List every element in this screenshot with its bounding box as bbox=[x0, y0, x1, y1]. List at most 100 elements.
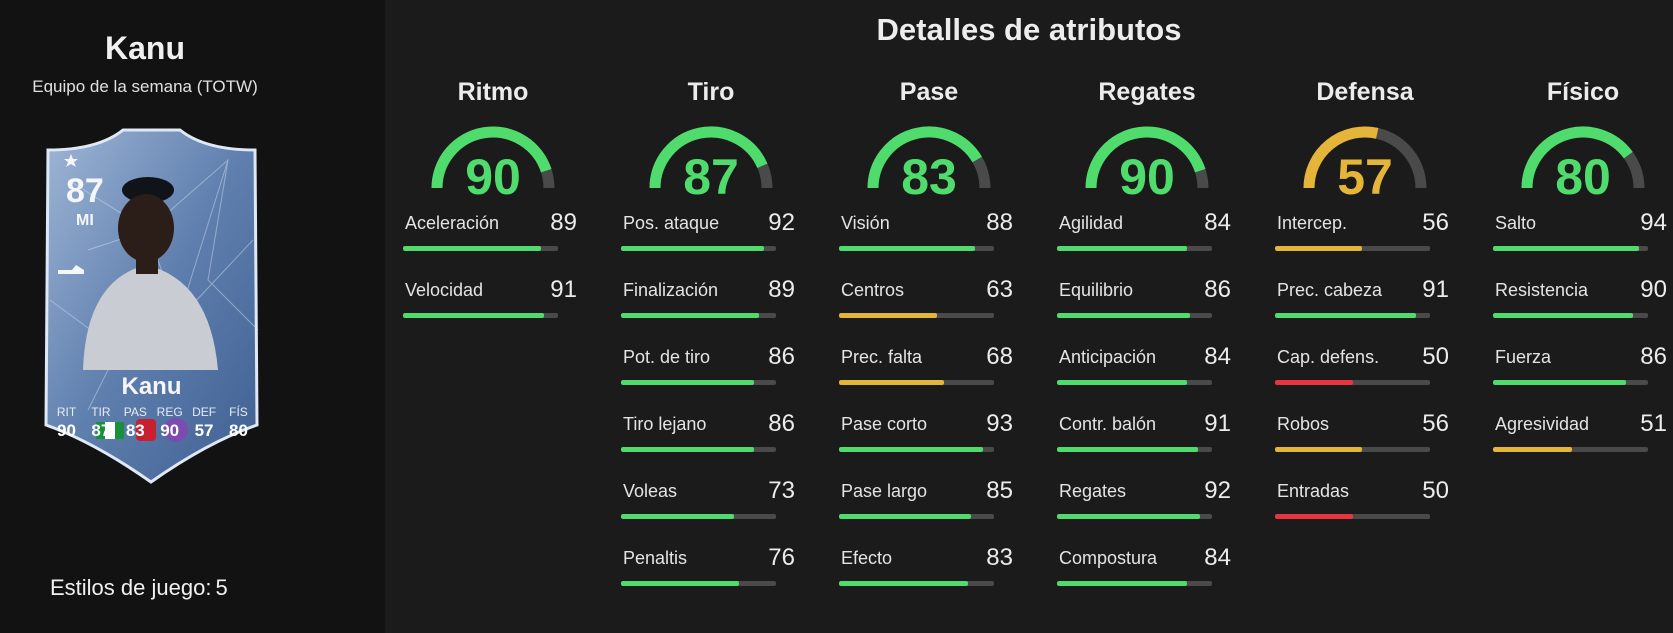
stat-bar bbox=[403, 246, 558, 251]
stat-row: Velocidad 91 bbox=[403, 276, 583, 347]
stat-value: 86 bbox=[768, 343, 795, 370]
stat-row: Intercep. 56 bbox=[1275, 209, 1455, 280]
category-title: Físico bbox=[1546, 78, 1620, 106]
stat-bar bbox=[1493, 447, 1648, 452]
stat-bar bbox=[839, 447, 994, 452]
card-player-name: Kanu bbox=[121, 373, 182, 400]
category-title: Defensa bbox=[1316, 78, 1414, 106]
playstyles-number: 5 bbox=[215, 575, 228, 600]
stat-row: Robos 56 bbox=[1275, 410, 1455, 481]
category-gauge: 87 bbox=[621, 118, 801, 205]
stat-row: Centros 63 bbox=[839, 276, 1019, 347]
player-card[interactable]: 87 MI Kanu RIT 90 TIR 87 PAS 83 REG 90 DEF 57… bbox=[28, 120, 275, 490]
category-value: 57 bbox=[1337, 149, 1393, 205]
stat-row: Visión 88 bbox=[839, 209, 1019, 280]
category-value: 80 bbox=[1555, 149, 1611, 205]
card-stat-value: 90 bbox=[57, 421, 76, 440]
gauge-arc bbox=[1085, 126, 1209, 189]
card-stat-value: 57 bbox=[194, 421, 214, 440]
card-stat-value: 80 bbox=[228, 421, 248, 440]
stat-name: Entradas bbox=[1277, 481, 1350, 501]
stat-bar-fill bbox=[1275, 447, 1362, 452]
stat-bar bbox=[1057, 380, 1212, 385]
stat-value: 86 bbox=[1204, 276, 1231, 303]
stat-name: Visión bbox=[841, 213, 890, 233]
player-card-type: Equipo de la semana (TOTW) bbox=[32, 77, 258, 96]
gauge-arc bbox=[649, 126, 773, 189]
stat-value: 85 bbox=[986, 477, 1013, 504]
stat-bar bbox=[1275, 380, 1430, 385]
stat-bar-fill bbox=[1057, 246, 1188, 251]
stat-bar bbox=[1057, 246, 1212, 251]
stat-row: Pot. de tiro 86 bbox=[621, 343, 801, 414]
stat-bar-fill bbox=[1493, 313, 1633, 318]
category-gauge: 83 bbox=[839, 118, 1019, 205]
category-gauge: 90 bbox=[1057, 118, 1237, 205]
playstyles-count: Estilos de juego: 5 bbox=[50, 575, 228, 601]
attribute-column-defensa: Defensa 57 Intercep. 56 Prec. cabeza 91 Cap. d… bbox=[1275, 78, 1455, 548]
card-stat-value: 83 bbox=[125, 421, 145, 440]
stat-value: 84 bbox=[1204, 209, 1231, 236]
stat-bar-fill bbox=[1057, 581, 1188, 586]
stat-value: 56 bbox=[1422, 410, 1449, 437]
category-value: 90 bbox=[1119, 149, 1175, 205]
card-background bbox=[44, 128, 259, 484]
stat-row: Compostura 84 bbox=[1057, 544, 1237, 615]
stat-row: Efecto 83 bbox=[839, 544, 1019, 615]
stat-value: 89 bbox=[768, 276, 795, 303]
card-stat-label: TIR bbox=[91, 405, 111, 419]
stat-value: 91 bbox=[1204, 410, 1231, 437]
stat-value: 86 bbox=[768, 410, 795, 437]
stat-bar-fill bbox=[1057, 514, 1200, 519]
stat-row: Salto 94 bbox=[1493, 209, 1673, 280]
stat-value: 50 bbox=[1422, 477, 1449, 504]
stat-bar-fill bbox=[839, 447, 984, 452]
stat-bar-fill bbox=[839, 380, 945, 385]
gauge-arc bbox=[431, 126, 555, 189]
stat-bar-fill bbox=[1493, 380, 1627, 385]
stat-value: 51 bbox=[1640, 410, 1667, 437]
stat-bar-fill bbox=[839, 246, 976, 251]
stat-bar bbox=[621, 514, 776, 519]
stat-name: Resistencia bbox=[1495, 280, 1589, 300]
stat-value: 93 bbox=[986, 410, 1013, 437]
card-stat: FÍS 80 bbox=[222, 405, 255, 441]
stat-bar bbox=[1493, 380, 1648, 385]
stat-value: 76 bbox=[768, 544, 795, 571]
stat-value: 83 bbox=[986, 544, 1013, 571]
card-stat: PAS 83 bbox=[119, 405, 152, 441]
stat-name: Fuerza bbox=[1495, 347, 1552, 367]
card-stat-label: RIT bbox=[56, 405, 77, 419]
stat-name: Equilibrio bbox=[1059, 280, 1134, 300]
stat-bar bbox=[621, 313, 776, 318]
stat-row: Cap. defens. 50 bbox=[1275, 343, 1455, 414]
page-title: Detalles de atributos bbox=[876, 12, 1182, 47]
stat-list: Salto 94 Resistencia 90 Fuerza 86 Agresividad 5… bbox=[1493, 209, 1673, 481]
stat-name: Regates bbox=[1059, 481, 1127, 501]
stat-bar bbox=[1275, 447, 1430, 452]
stat-value: 68 bbox=[986, 343, 1013, 370]
stat-name: Pos. ataque bbox=[623, 213, 720, 233]
stat-row: Regates 92 bbox=[1057, 477, 1237, 548]
stat-bar bbox=[1275, 246, 1430, 251]
stat-name: Voleas bbox=[623, 481, 678, 501]
stat-bar bbox=[403, 313, 558, 318]
stat-list: Agilidad 84 Equilibrio 86 Anticipación 84 Cont… bbox=[1057, 209, 1237, 615]
stat-value: 90 bbox=[1640, 276, 1667, 303]
stat-name: Agresividad bbox=[1495, 414, 1590, 434]
stat-bar-fill bbox=[1275, 514, 1353, 519]
stat-bar-fill bbox=[1057, 447, 1199, 452]
stat-row: Contr. balón 91 bbox=[1057, 410, 1237, 481]
category-value: 83 bbox=[901, 149, 957, 205]
stat-row: Fuerza 86 bbox=[1493, 343, 1673, 414]
stat-bar bbox=[1275, 313, 1430, 318]
card-stat: DEF 57 bbox=[188, 405, 221, 441]
stat-list: Aceleración 89 Velocidad 91 bbox=[403, 209, 583, 347]
stat-bar-fill bbox=[621, 447, 755, 452]
stat-name: Compostura bbox=[1059, 548, 1158, 568]
stat-bar bbox=[1493, 246, 1648, 251]
stat-bar-fill bbox=[1057, 380, 1188, 385]
stat-name: Contr. balón bbox=[1059, 414, 1157, 434]
card-stat-value: 90 bbox=[160, 421, 180, 440]
stat-name: Penaltis bbox=[623, 548, 688, 568]
